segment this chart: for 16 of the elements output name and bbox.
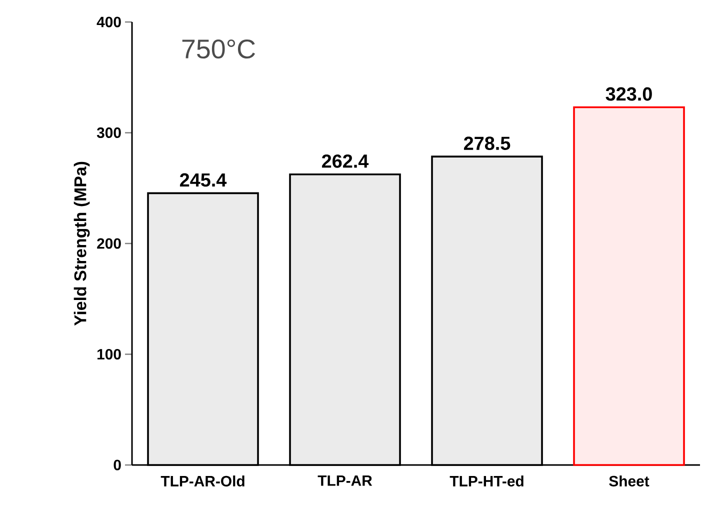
- y-tick-label: 400: [96, 16, 121, 28]
- bar: [573, 106, 685, 466]
- y-tick-label: 100: [97, 348, 121, 360]
- x-tick-label: TLP-AR: [318, 476, 372, 486]
- y-tick-label: 300: [96, 127, 121, 138]
- y-axis-title: Yield Strength (MPa): [74, 162, 90, 326]
- y-tick-label: 0: [114, 460, 121, 470]
- data-label: 245.4: [180, 173, 227, 187]
- y-tick-label: 200: [97, 238, 121, 249]
- data-label: 262.4: [322, 154, 369, 168]
- data-label: 323.0: [606, 87, 652, 101]
- x-tick-label: Sheet: [609, 476, 650, 486]
- x-tick-label: TLP-HT-ed: [450, 476, 524, 486]
- data-label: 278.5: [464, 136, 510, 150]
- x-tick-label: TLP-AR-Old: [160, 476, 244, 486]
- text: 750°C: [182, 39, 255, 59]
